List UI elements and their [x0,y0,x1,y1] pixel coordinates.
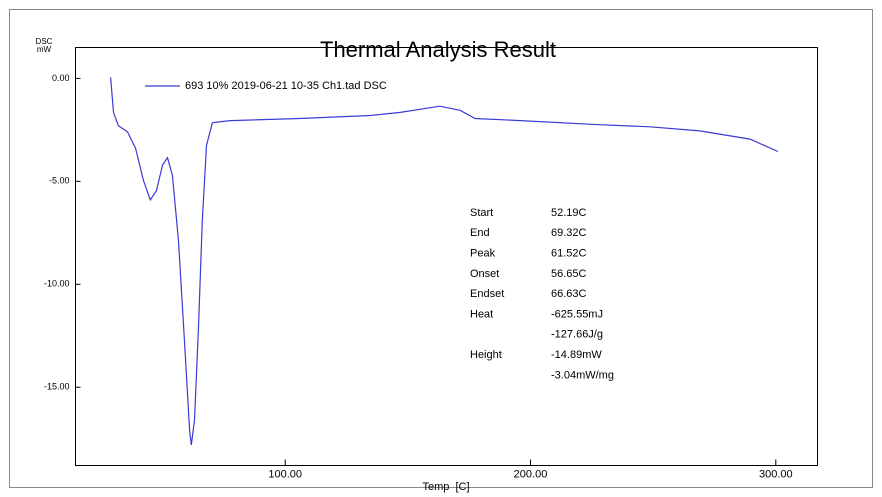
result-label: Endset [470,288,504,300]
result-value: 69.32C [551,227,587,239]
result-label: Heat [470,308,493,320]
result-value: -3.04mW/mg [551,369,614,381]
plot-area [75,47,818,466]
result-label: Onset [470,268,499,280]
y-tick-label: -5.00 [49,176,70,186]
result-value: -625.55mJ [551,308,603,320]
x-tick-label: 200.00 [514,468,548,480]
y-axis-label: DSC [36,37,53,46]
x-axis-label: Temp [C] [422,481,469,493]
result-value: 56.65C [551,268,587,280]
result-label: Start [470,207,493,219]
result-value: 66.63C [551,288,587,300]
frame [9,9,873,488]
y-tick-label: -10.00 [44,279,70,289]
legend-label: 693 10% 2019-06-21 10-35 Ch1.tad DSC [185,80,387,92]
y-tick-label: 0.00 [52,73,70,83]
result-value: -127.66J/g [551,329,603,341]
result-label: Height [470,349,502,361]
x-tick-label: 300.00 [759,468,793,480]
chart-title: Thermal Analysis Result [320,37,556,62]
result-value: 52.19C [551,207,587,219]
y-axis-label: mW [37,45,52,54]
y-tick-label: -15.00 [44,382,70,392]
result-label: Peak [470,248,496,260]
x-tick-label: 100.00 [268,468,302,480]
result-label: End [470,227,490,239]
data-line [110,77,779,445]
result-value: -14.89mW [551,349,602,361]
result-value: 61.52C [551,248,587,260]
